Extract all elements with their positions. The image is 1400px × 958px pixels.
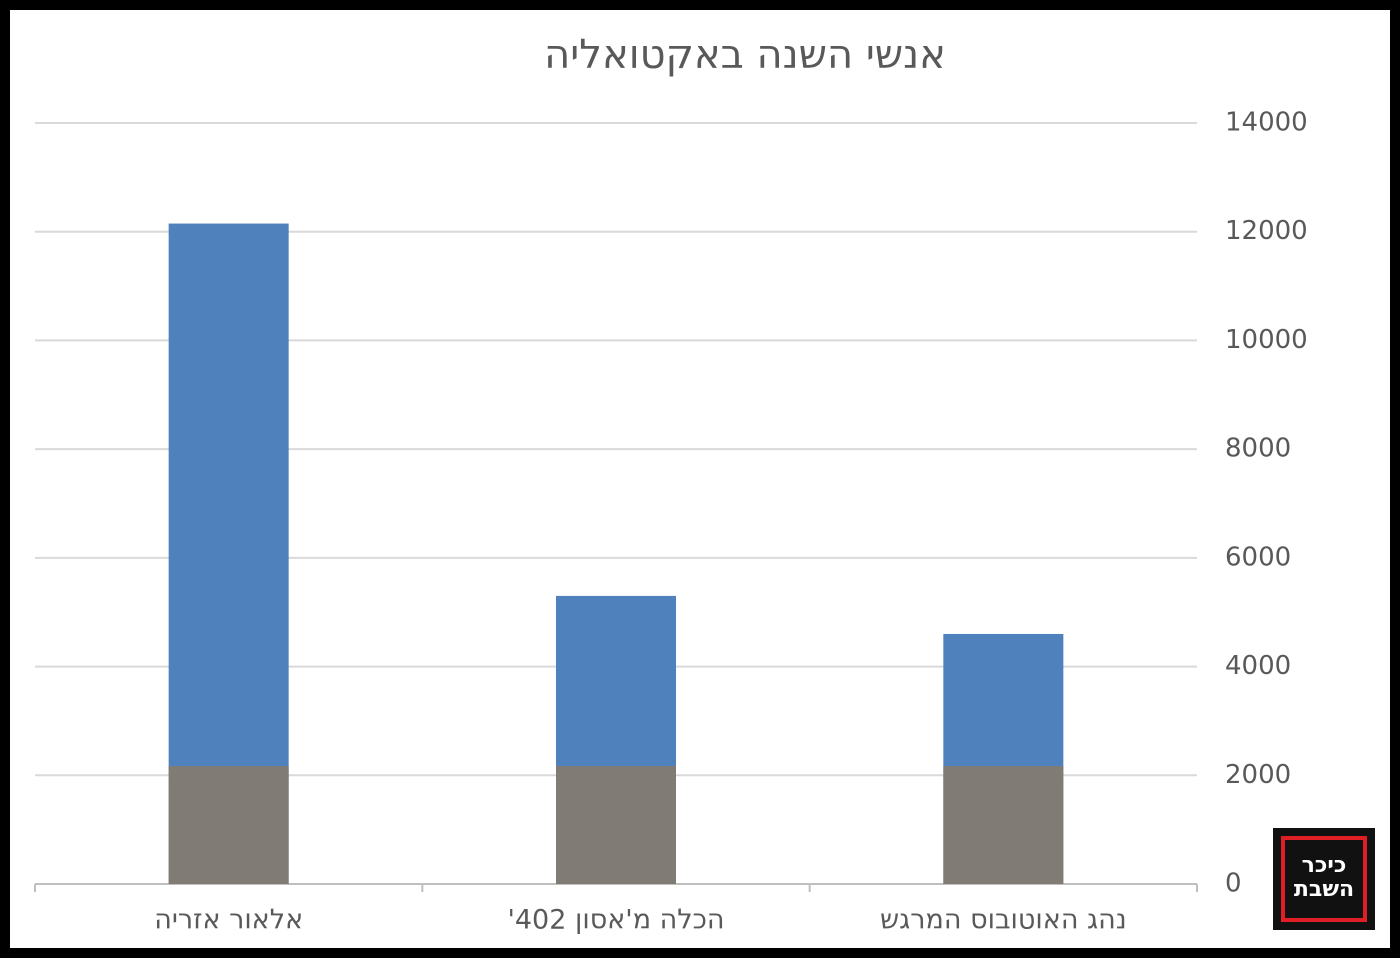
photo [943,766,1064,884]
y-tick-label: 6000 [1225,542,1291,572]
chart-title: אנשי השנה באקטואליה [544,32,946,78]
logo-background [1273,828,1375,930]
y-tick-label: 8000 [1225,434,1291,464]
y-tick-label: 10000 [1225,325,1308,355]
y-tick-label: 4000 [1225,651,1291,681]
photo [556,766,676,884]
x-tick-label: נהג האוטובוס המרגש [880,905,1127,936]
photo [168,766,289,884]
y-tick-label: 12000 [1225,216,1308,246]
y-tick-label: 14000 [1225,108,1308,138]
x-tick-label: הכלה מ'אסון 402' [507,905,724,936]
logo-text: השבת [1294,877,1354,902]
x-tick-label: אלאור אזריה [154,905,303,936]
logo-frame [1281,836,1367,922]
y-tick-label: 0 [1225,869,1242,899]
logo [1273,828,1375,930]
y-tick-label: 2000 [1225,760,1291,790]
logo-text: כיכר [1302,853,1347,878]
